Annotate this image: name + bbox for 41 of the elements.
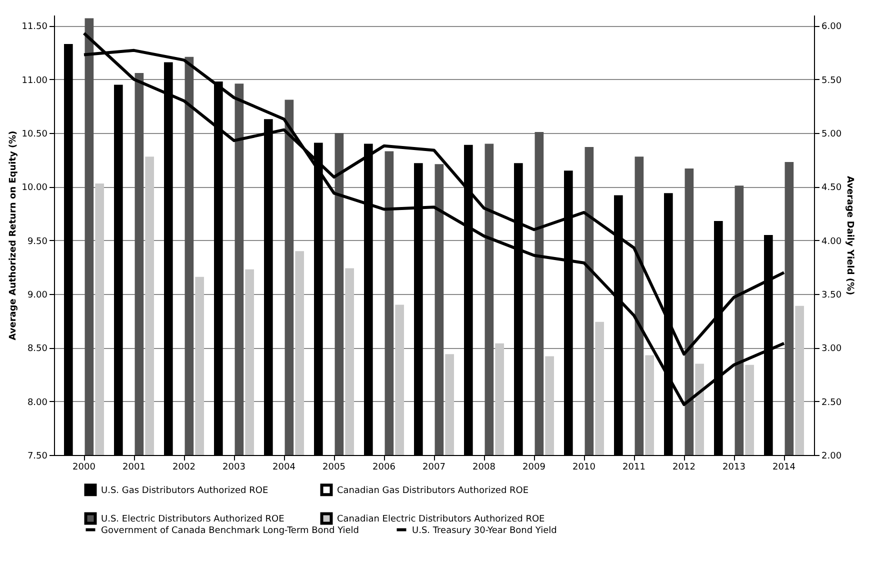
y2-tick-label: 2.00 bbox=[822, 452, 842, 462]
y2-tick-label: 6.00 bbox=[822, 22, 842, 32]
x-tick-label: 2011 bbox=[622, 462, 646, 472]
x-tick-label: 2008 bbox=[472, 462, 496, 472]
x-tick-label: 2012 bbox=[672, 462, 696, 472]
x-tick-label: 2006 bbox=[372, 462, 396, 472]
y-tick-label: 10.00 bbox=[22, 183, 48, 194]
legend-label: Government of Canada Benchmark Long-Term Bond Yield bbox=[101, 526, 360, 536]
y2-tick-label: 3.00 bbox=[822, 344, 842, 354]
y-tick-label: 8.00 bbox=[27, 398, 48, 408]
y2-axis-title: Average Daily Yield (%) bbox=[844, 176, 855, 296]
legend-label: U.S. Electric Distributors Authorized ROE bbox=[101, 514, 285, 524]
y-tick-label: 11.50 bbox=[22, 22, 48, 32]
y2-tick-label: 2.50 bbox=[822, 398, 842, 408]
y-tick-label: 9.50 bbox=[27, 236, 48, 247]
y-tick-label: 9.00 bbox=[27, 290, 48, 301]
x-tick-label: 2005 bbox=[322, 462, 346, 472]
x-tick-label: 2010 bbox=[572, 462, 596, 472]
y-tick-label: 8.50 bbox=[27, 344, 48, 354]
x-tick-label: 2014 bbox=[772, 462, 796, 472]
x-tick-label: 2007 bbox=[422, 462, 446, 472]
x-tick-label: 2004 bbox=[272, 462, 296, 472]
y2-tick-label: 4.00 bbox=[822, 236, 842, 247]
legend-label: Canadian Electric Distributors Authorized ROE bbox=[337, 514, 546, 524]
legend-label: U.S. Gas Distributors Authorized ROE bbox=[101, 486, 268, 496]
legend-label: U.S. Treasury 30-Year Bond Yield bbox=[412, 526, 557, 536]
y2-tick-label: 4.50 bbox=[822, 183, 842, 194]
y-tick-label: 11.00 bbox=[22, 76, 48, 86]
legend-label: Canadian Gas Distributors Authorized ROE bbox=[337, 486, 529, 496]
y-tick-label: 7.50 bbox=[27, 452, 48, 462]
x-tick-label: 2001 bbox=[122, 462, 146, 472]
y-axis-title: Average Authorized Return on Equity (%) bbox=[8, 130, 19, 340]
y-tick-label: 10.50 bbox=[22, 130, 48, 140]
x-tick-label: 2013 bbox=[722, 462, 746, 472]
y2-tick-label: 3.50 bbox=[822, 290, 842, 301]
y2-tick-label: 5.50 bbox=[822, 76, 842, 86]
x-tick-label: 2000 bbox=[72, 462, 96, 472]
y2-tick-label: 5.00 bbox=[822, 130, 842, 140]
x-tick-label: 2003 bbox=[222, 462, 246, 472]
x-tick-label: 2002 bbox=[172, 462, 196, 472]
x-tick-label: 2009 bbox=[522, 462, 546, 472]
